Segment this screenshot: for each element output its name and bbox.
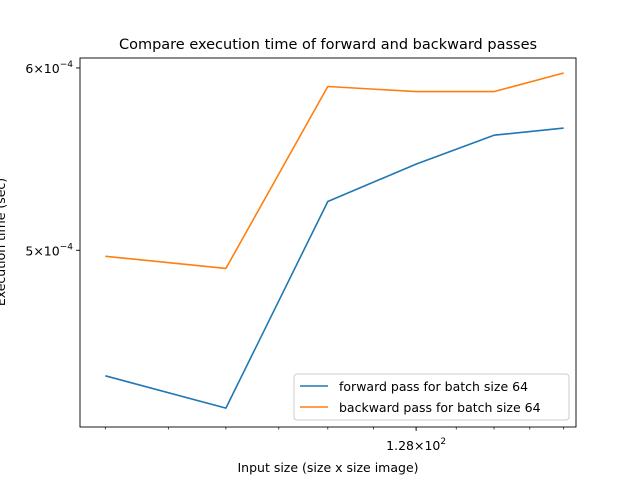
x-axis: 1.28×102 (104, 427, 565, 453)
x-tick-label: 1.28×102 (386, 437, 446, 453)
series-line-1 (105, 72, 564, 270)
y-tick-label: 6×10−4 (25, 60, 73, 76)
legend-label-0: forward pass for batch size 64 (339, 379, 528, 394)
legend: forward pass for batch size 64 backward p… (293, 373, 570, 421)
x-axis-label: Input size (size x size image) (237, 460, 418, 475)
y-axis: 5×10−4 6×10−4 (25, 60, 80, 258)
series-layer (105, 72, 564, 409)
series-line-0 (105, 127, 564, 409)
y-tick-label: 5×10−4 (25, 242, 73, 258)
legend-label-1: backward pass for batch size 64 (339, 400, 541, 415)
legend-box (293, 373, 570, 421)
y-axis-label: Execution time (sec) (0, 178, 8, 306)
chart-title: Compare execution time of forward and ba… (119, 37, 537, 53)
